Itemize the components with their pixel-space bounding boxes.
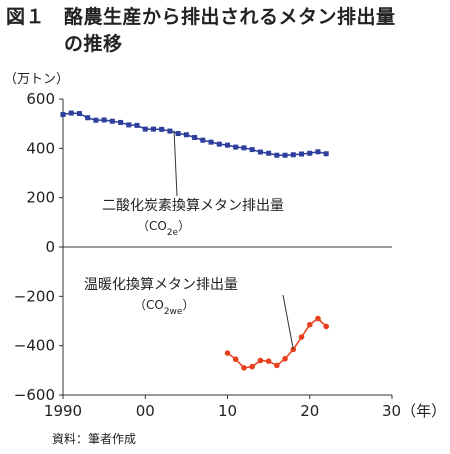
data-point	[241, 365, 247, 371]
x-tick-label: 1990	[44, 402, 82, 420]
data-point	[323, 323, 330, 330]
data-point	[290, 346, 297, 353]
data-point	[118, 119, 124, 125]
chart-title: 図１ 酪農生産から排出されるメタン排出量 の推移	[6, 4, 396, 58]
data-point	[159, 126, 165, 132]
data-point	[323, 151, 329, 157]
source-note: 資料：筆者作成	[52, 432, 137, 446]
x-tick-label: 30（年）	[382, 402, 446, 420]
y-tick-label: 200	[26, 189, 55, 207]
y-axis-unit-label: （万トン）	[4, 72, 70, 87]
data-point	[249, 363, 255, 370]
data-point	[257, 357, 264, 364]
data-point	[183, 132, 189, 138]
data-point	[200, 137, 206, 143]
series-layer	[60, 110, 330, 371]
annotation-leader-co2we	[282, 294, 294, 350]
data-point	[142, 126, 148, 132]
x-tick-labels: 1990 00 10 20 30（年）	[44, 402, 446, 420]
axes	[59, 98, 393, 399]
y-tick-label: −400	[14, 337, 55, 355]
data-point	[298, 334, 305, 340]
y-tick-label: −200	[14, 287, 55, 305]
series-co2we	[224, 315, 330, 371]
y-tick-label: 0	[45, 238, 55, 256]
figure-number: 図１	[6, 6, 46, 28]
annotation-layer: 二酸化炭素換算メタン排出量 （CO2e） 温暖化換算メタン排出量 （CO2we）	[84, 130, 294, 350]
x-tick-label: 10	[218, 402, 237, 420]
annotation-co2e-label: 二酸化炭素換算メタン排出量	[102, 198, 284, 214]
data-point	[76, 111, 82, 117]
data-point	[109, 118, 115, 124]
data-point	[315, 149, 321, 155]
data-point	[101, 117, 107, 123]
data-point	[93, 117, 99, 123]
data-point	[241, 145, 247, 151]
data-point	[216, 141, 222, 147]
data-point	[233, 144, 239, 150]
data-point	[315, 315, 321, 322]
data-point	[249, 147, 255, 153]
data-point	[225, 142, 230, 148]
data-point	[175, 131, 181, 137]
data-point	[208, 139, 214, 145]
title-line-2: の推移	[64, 33, 123, 55]
data-point	[68, 110, 74, 116]
series-co2e	[60, 110, 329, 158]
x-tick-label: 20	[300, 402, 319, 420]
data-point	[134, 122, 140, 128]
title-line-1: 酪農生産から排出されるメタン排出量	[64, 6, 396, 28]
data-point	[85, 115, 91, 121]
data-point	[282, 355, 288, 362]
data-point	[290, 152, 296, 158]
y-tick-label: 400	[26, 139, 55, 157]
data-point	[265, 358, 272, 365]
data-point	[224, 350, 231, 356]
y-tick-labels: 600 400 200 0 −200 −400 −600	[14, 90, 55, 404]
data-point	[307, 150, 313, 156]
data-point	[282, 152, 288, 158]
data-point	[266, 150, 272, 156]
data-point	[299, 151, 305, 157]
annotation-co2e-sub: （CO2e）	[137, 219, 190, 238]
x-tick-label: 00	[136, 402, 155, 420]
annotation-leader-co2e	[173, 130, 178, 197]
data-point	[192, 134, 198, 140]
data-point	[150, 126, 156, 132]
annotation-co2we-label: 温暖化換算メタン排出量	[84, 277, 238, 293]
data-point	[257, 149, 263, 155]
data-point	[274, 362, 280, 369]
data-point	[126, 122, 132, 128]
data-point	[232, 356, 239, 363]
data-point	[274, 152, 280, 158]
y-tick-label: −600	[14, 386, 55, 404]
data-point	[60, 112, 66, 118]
data-point	[306, 321, 313, 328]
y-tick-label: 600	[26, 90, 55, 108]
data-point	[167, 128, 173, 134]
annotation-co2we-sub: （CO2we）	[134, 298, 194, 317]
